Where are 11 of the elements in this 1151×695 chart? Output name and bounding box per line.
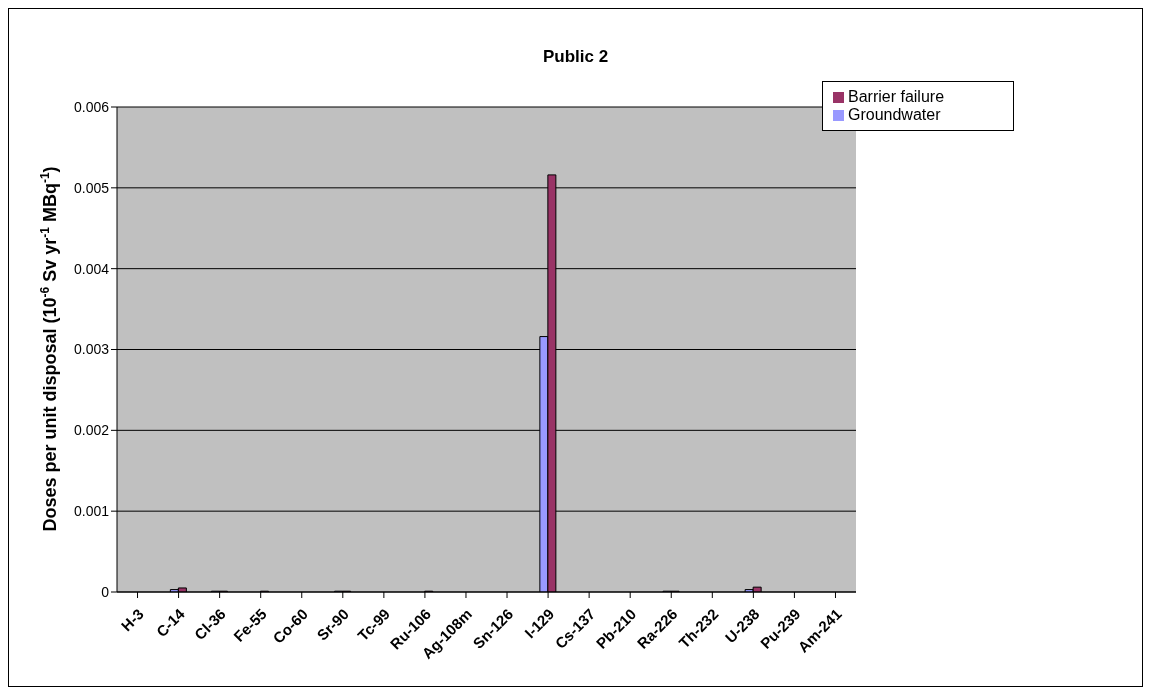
y-tick-label: 0.004 [73, 260, 110, 277]
y-tick-label: 0.003 [73, 341, 110, 358]
y-tick-label: 0.006 [73, 98, 110, 115]
x-tick-label: H-3 [117, 605, 147, 635]
y-tick-label: 0.005 [73, 179, 110, 196]
y-tick-label: 0.001 [73, 503, 110, 520]
y-tick-label: 0 [101, 583, 110, 600]
legend-label: Groundwater [848, 106, 941, 123]
chart-title: Public 2 [541, 47, 610, 67]
legend-label: Barrier failure [848, 88, 945, 105]
y-tick-label: 0.002 [73, 422, 110, 439]
